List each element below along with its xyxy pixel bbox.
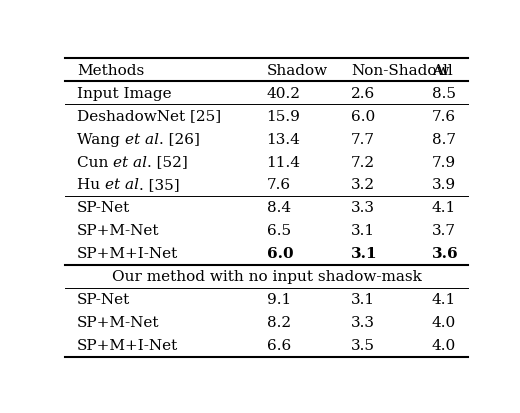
Text: 3.1: 3.1 — [351, 247, 378, 261]
Text: SP+M-Net: SP+M-Net — [77, 224, 160, 238]
Text: Cun: Cun — [77, 155, 113, 169]
Text: 4.0: 4.0 — [432, 316, 456, 330]
Text: 11.4: 11.4 — [267, 155, 301, 169]
Text: 4.1: 4.1 — [432, 292, 456, 306]
Text: SP-Net: SP-Net — [77, 292, 131, 306]
Text: 3.7: 3.7 — [432, 224, 456, 238]
Text: . [35]: . [35] — [139, 178, 180, 192]
Text: 4.1: 4.1 — [432, 201, 456, 215]
Text: SP+M+I-Net: SP+M+I-Net — [77, 247, 178, 261]
Text: Shadow: Shadow — [267, 64, 328, 78]
Text: Hu: Hu — [77, 178, 105, 192]
Text: 6.6: 6.6 — [267, 338, 291, 352]
Text: . [26]: . [26] — [159, 132, 200, 146]
Text: 3.3: 3.3 — [351, 201, 375, 215]
Text: 40.2: 40.2 — [267, 86, 301, 100]
Text: 3.1: 3.1 — [351, 224, 375, 238]
Text: et al: et al — [113, 155, 147, 169]
Text: 9.1: 9.1 — [267, 292, 291, 306]
Text: . [52]: . [52] — [147, 155, 188, 169]
Text: Our method with no input shadow-mask: Our method with no input shadow-mask — [112, 270, 421, 284]
Text: 3.2: 3.2 — [351, 178, 375, 192]
Text: 8.2: 8.2 — [267, 316, 291, 330]
Text: 6.0: 6.0 — [351, 109, 375, 123]
Text: 4.0: 4.0 — [432, 338, 456, 352]
Text: SP-Net: SP-Net — [77, 201, 131, 215]
Text: 7.6: 7.6 — [267, 178, 291, 192]
Text: 3.9: 3.9 — [432, 178, 456, 192]
Text: 2.6: 2.6 — [351, 86, 375, 100]
Text: Methods: Methods — [77, 64, 145, 78]
Text: 13.4: 13.4 — [267, 132, 301, 146]
Text: 3.6: 3.6 — [432, 247, 458, 261]
Text: 7.2: 7.2 — [351, 155, 375, 169]
Text: SP+M+I-Net: SP+M+I-Net — [77, 338, 178, 352]
Text: SP+M-Net: SP+M-Net — [77, 316, 160, 330]
Text: Input Image: Input Image — [77, 86, 172, 100]
Text: et al: et al — [105, 178, 139, 192]
Text: DeshadowNet [25]: DeshadowNet [25] — [77, 109, 221, 123]
Text: All: All — [432, 64, 452, 78]
Text: et al: et al — [125, 132, 159, 146]
Text: 3.3: 3.3 — [351, 316, 375, 330]
Text: 3.5: 3.5 — [351, 338, 375, 352]
Text: 8.5: 8.5 — [432, 86, 456, 100]
Text: 7.6: 7.6 — [432, 109, 456, 123]
Text: 15.9: 15.9 — [267, 109, 301, 123]
Text: 3.1: 3.1 — [351, 292, 375, 306]
Text: 7.7: 7.7 — [351, 132, 375, 146]
Text: 6.5: 6.5 — [267, 224, 291, 238]
Text: Wang: Wang — [77, 132, 125, 146]
Text: 8.4: 8.4 — [267, 201, 291, 215]
Text: 8.7: 8.7 — [432, 132, 456, 146]
Text: Non-Shadow: Non-Shadow — [351, 64, 450, 78]
Text: 6.0: 6.0 — [267, 247, 293, 261]
Text: 7.9: 7.9 — [432, 155, 456, 169]
